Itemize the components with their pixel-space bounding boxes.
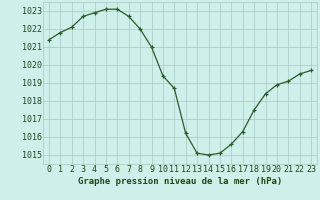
X-axis label: Graphe pression niveau de la mer (hPa): Graphe pression niveau de la mer (hPa) <box>78 177 282 186</box>
